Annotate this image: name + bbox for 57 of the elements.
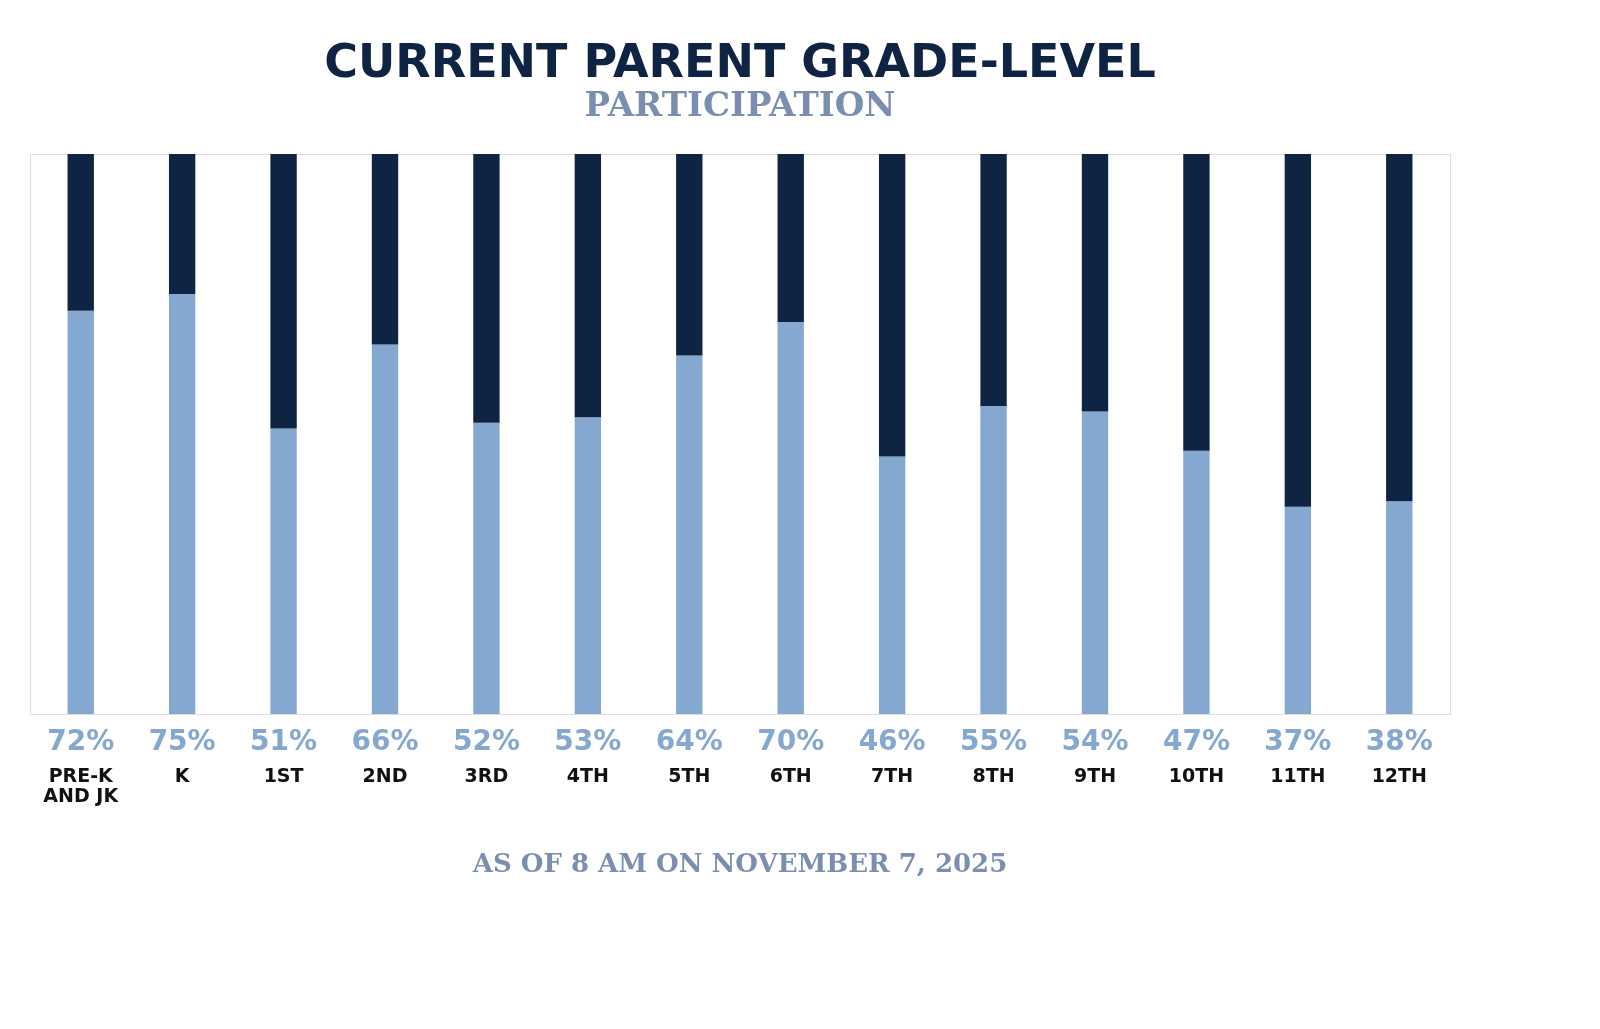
data-label: 38% — [1365, 724, 1433, 757]
bar — [777, 154, 804, 322]
bar — [777, 322, 804, 714]
x-tick-label: 7TH — [871, 763, 914, 786]
x-tick-label: PRE-K AND JK — [43, 763, 120, 806]
bar — [371, 344, 399, 714]
bar — [1284, 154, 1312, 507]
data-label: 75% — [148, 724, 216, 757]
bar — [676, 154, 703, 356]
bar — [878, 456, 906, 714]
bar — [1081, 154, 1109, 412]
x-tick-label: 11TH — [1270, 763, 1326, 786]
data-label: 46% — [858, 724, 926, 757]
x-tick-label: 5TH — [668, 763, 711, 786]
bar — [371, 154, 399, 345]
x-tick-label: 9TH — [1073, 763, 1117, 786]
bar — [168, 294, 196, 714]
bar — [1081, 411, 1109, 714]
x-tick-label: 2ND — [362, 763, 408, 786]
bar — [574, 417, 602, 714]
data-label: 52% — [452, 724, 520, 757]
data-label: 66% — [351, 724, 419, 757]
bar — [270, 428, 297, 714]
x-tick-label: 3RD — [464, 763, 509, 786]
data-label: 64% — [655, 724, 723, 757]
bar — [270, 154, 297, 429]
bar — [1386, 154, 1413, 502]
bar — [1183, 154, 1210, 451]
data-label: 70% — [757, 724, 825, 757]
x-tick-label: 1ST — [263, 763, 304, 786]
bar — [676, 355, 703, 714]
x-tick-label: K — [174, 763, 191, 786]
bar — [67, 154, 94, 311]
data-label: 55% — [960, 724, 1028, 757]
data-label: 37% — [1264, 724, 1332, 757]
bar — [574, 154, 602, 418]
data-label: 53% — [554, 724, 622, 757]
data-label: 54% — [1061, 724, 1129, 757]
data-label: 72% — [47, 724, 115, 757]
bar — [1386, 501, 1413, 714]
x-tick-label: 10TH — [1168, 763, 1225, 786]
bar — [473, 422, 500, 714]
x-tick-label: 4TH — [566, 763, 609, 786]
bar — [980, 406, 1007, 714]
data-label: 47% — [1162, 724, 1230, 757]
x-tick-label: 6TH — [769, 763, 812, 786]
bar — [473, 154, 500, 423]
x-tick-label: 12TH — [1371, 763, 1427, 786]
bar — [67, 310, 94, 714]
bar — [1284, 506, 1312, 714]
bar — [168, 154, 196, 294]
bar — [878, 154, 906, 457]
bar — [1183, 450, 1210, 714]
bar — [980, 154, 1007, 406]
text: AS OF 8 AM ON NOVEMBER 7, 2025 — [471, 848, 1008, 878]
x-tick-label: 8TH — [972, 763, 1015, 786]
data-label: 51% — [250, 724, 318, 757]
